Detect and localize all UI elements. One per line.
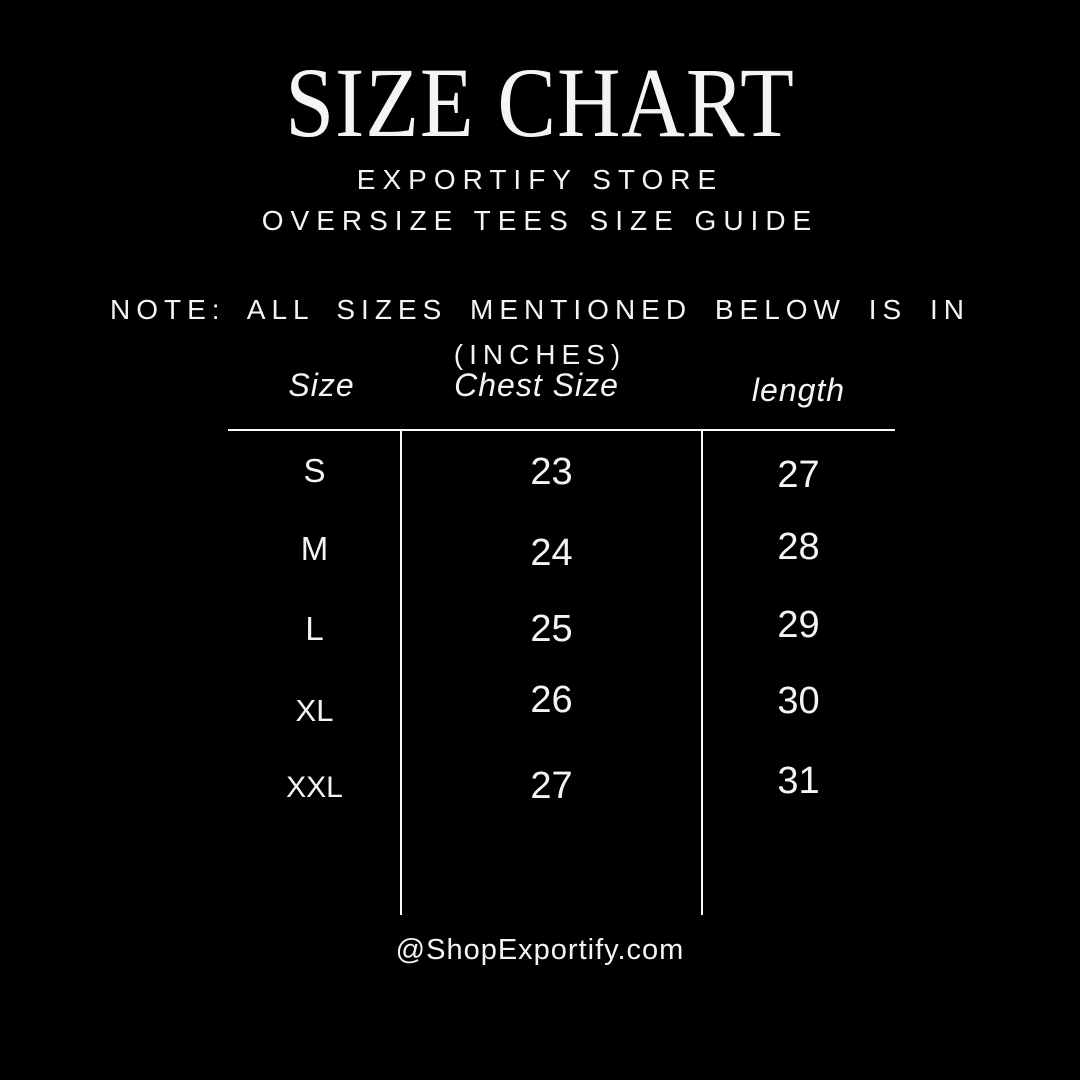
units-note: NOTE: ALL SIZES MENTIONED BELOW IS IN (I…	[0, 287, 1080, 377]
table-row: XXL 27 31	[228, 743, 895, 821]
column-header-size: Size	[288, 367, 355, 403]
chest-cell: 26	[530, 679, 573, 721]
guide-subtitle: OVERSIZE TEES SIZE GUIDE	[261, 205, 819, 236]
units-note-line1: NOTE: ALL SIZES MENTIONED BELOW IS IN	[110, 294, 970, 325]
column-header-chest-size: Chest Size	[454, 367, 619, 403]
table-row: M 24 28	[228, 509, 895, 587]
column-header-length: length	[751, 372, 846, 408]
store-name: EXPORTIFY STORE	[356, 164, 724, 195]
chest-cell: 27	[530, 765, 573, 807]
chest-cell: 25	[530, 608, 573, 650]
size-cell: S	[303, 451, 326, 489]
size-cell: L	[305, 609, 324, 647]
website-handle: @ShopExportify.com	[395, 934, 685, 966]
size-cell: XXL	[286, 771, 343, 804]
column-divider-2	[701, 431, 703, 915]
length-cell: 27	[777, 454, 820, 496]
table-row: XL 26 30	[228, 665, 895, 743]
size-cell: M	[300, 529, 329, 567]
table-body: S 23 27 M 24 28 L 25 29 XL 26 30 XXL 27	[228, 429, 895, 915]
chest-cell: 23	[530, 451, 573, 493]
column-divider-1	[400, 431, 402, 915]
table-row: S 23 27	[228, 431, 895, 509]
units-note-line2: (INCHES)	[453, 339, 627, 370]
table-header-row: Size Chest Size length	[228, 362, 895, 429]
size-table: Size Chest Size length S 23 27 M 24 28 L…	[228, 362, 895, 915]
table-row: L 25 29	[228, 587, 895, 665]
chest-cell: 24	[530, 532, 573, 574]
length-cell: 29	[777, 604, 820, 646]
length-cell: 28	[777, 526, 820, 568]
length-cell: 31	[777, 760, 820, 802]
page-title: SIZE CHART	[285, 47, 795, 158]
length-cell: 30	[777, 680, 820, 722]
size-cell: XL	[295, 692, 334, 728]
